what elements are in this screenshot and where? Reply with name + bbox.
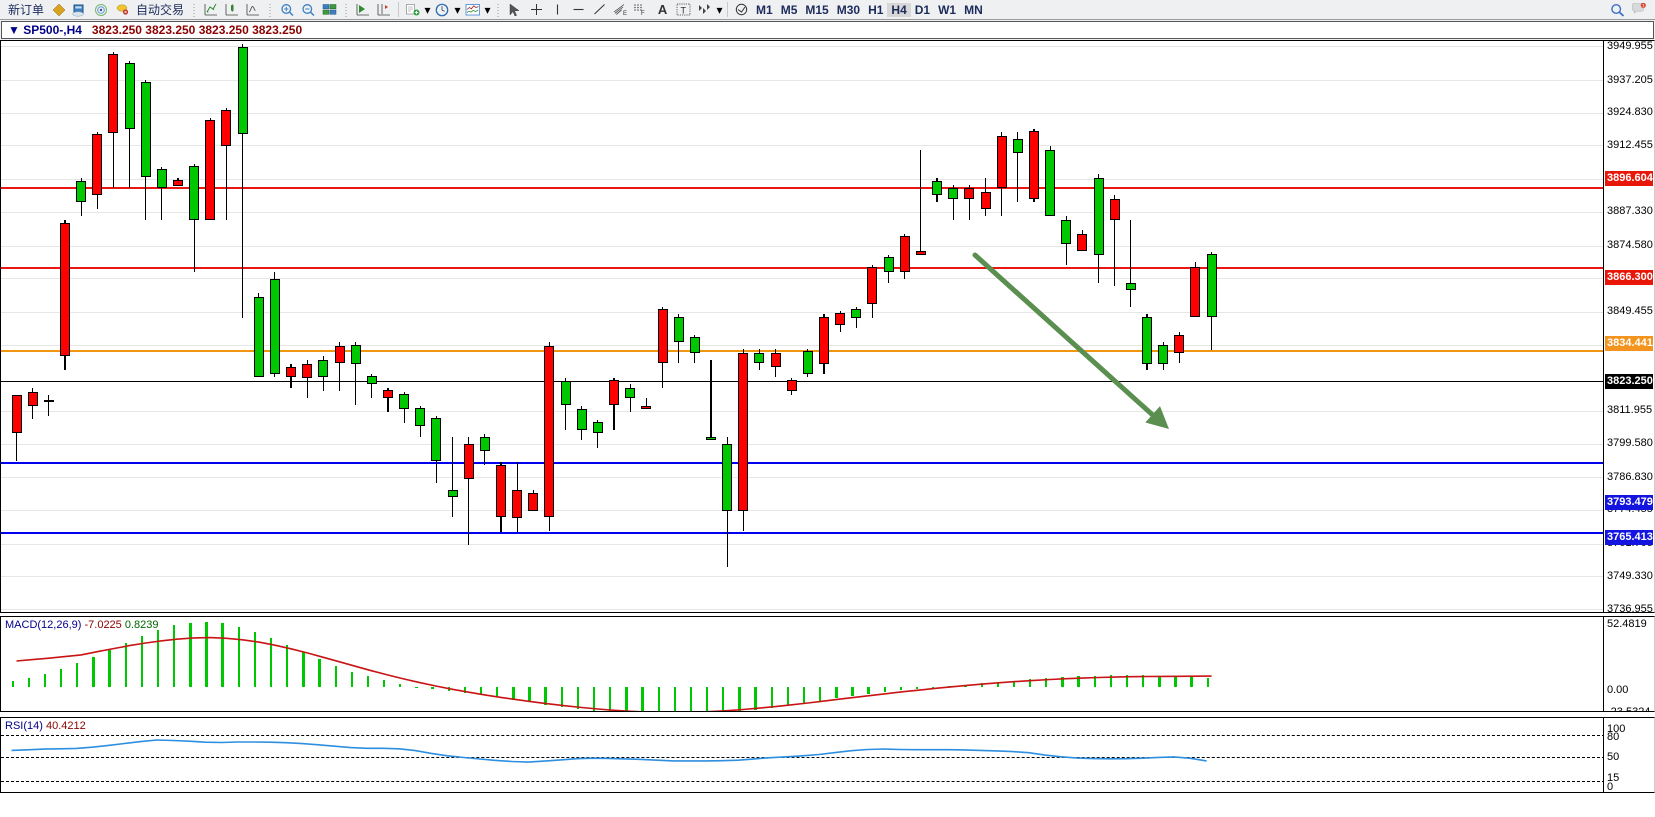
svg-text:T: T: [680, 5, 686, 15]
svg-text:1: 1: [1642, 3, 1644, 7]
svg-text:E: E: [623, 11, 627, 16]
svg-text:F: F: [641, 11, 645, 16]
